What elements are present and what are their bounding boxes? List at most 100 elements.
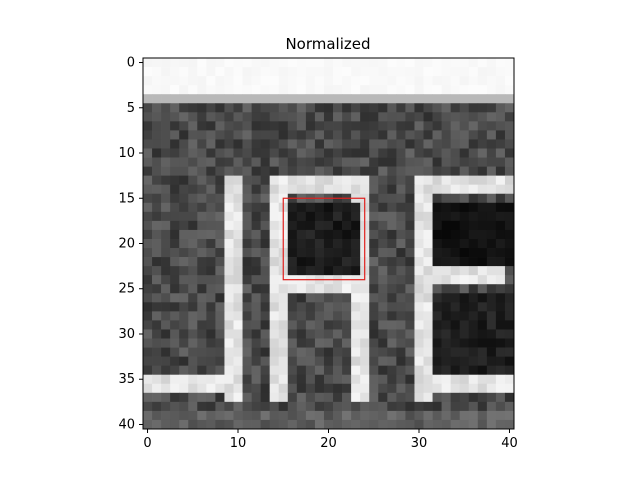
heatmap-cell: [305, 121, 316, 131]
heatmap-cell: [387, 392, 397, 403]
heatmap-cell: [450, 392, 461, 403]
heatmap-cell: [170, 193, 180, 204]
heatmap-cell: [351, 220, 361, 231]
heatmap-cell: [378, 320, 388, 330]
heatmap-cell: [206, 76, 216, 86]
heatmap-cell: [441, 202, 452, 213]
heatmap-cell: [188, 320, 198, 330]
heatmap-cell: [143, 121, 153, 131]
heatmap-cell: [188, 76, 198, 86]
heatmap-cell: [477, 275, 488, 285]
heatmap-cell: [378, 266, 388, 276]
heatmap-cell: [197, 329, 207, 339]
heatmap-cell: [152, 238, 162, 249]
heatmap-cell: [305, 338, 316, 348]
heatmap-cell: [206, 383, 216, 394]
heatmap-cell: [251, 67, 261, 77]
heatmap-cell: [179, 238, 189, 249]
heatmap-cell: [387, 229, 397, 240]
heatmap-cell: [224, 211, 234, 222]
heatmap-cell: [396, 419, 406, 430]
heatmap-cell: [170, 383, 180, 394]
heatmap-cell: [342, 67, 352, 77]
heatmap-cell: [224, 392, 234, 403]
heatmap-cell: [215, 139, 225, 149]
heatmap-cell: [233, 338, 243, 348]
heatmap-cell: [405, 284, 415, 294]
heatmap-cell: [269, 356, 280, 367]
heatmap-cell: [314, 76, 325, 86]
heatmap-cell: [251, 275, 261, 285]
heatmap-cell: [504, 401, 515, 412]
heatmap-cell: [161, 139, 171, 149]
heatmap-cell: [468, 148, 479, 158]
heatmap-cell: [215, 202, 225, 213]
heatmap-cell: [188, 220, 198, 231]
heatmap-cell: [152, 94, 162, 104]
heatmap-cell: [305, 202, 316, 213]
heatmap-cell: [143, 374, 153, 385]
heatmap-cell: [197, 76, 207, 86]
heatmap-cell: [351, 76, 361, 86]
heatmap-cell: [432, 76, 442, 86]
heatmap-cell: [477, 248, 488, 258]
heatmap-cell: [170, 410, 180, 421]
heatmap-cell: [305, 383, 316, 394]
heatmap-cell: [486, 392, 497, 403]
heatmap-cell: [314, 184, 325, 195]
heatmap-cell: [296, 157, 307, 167]
heatmap-cell: [342, 238, 352, 249]
heatmap-cell: [333, 356, 343, 367]
heatmap-cell: [152, 76, 162, 86]
heatmap-cell: [414, 284, 424, 294]
heatmap-cell: [269, 220, 280, 231]
heatmap-cell: [477, 112, 488, 122]
heatmap-cell: [459, 365, 470, 376]
heatmap-cell: [278, 302, 289, 312]
heatmap-cell: [170, 139, 180, 149]
heatmap-cell: [278, 139, 289, 149]
heatmap-cell: [215, 67, 225, 77]
heatmap-cell: [495, 85, 506, 95]
heatmap-cell: [161, 229, 171, 240]
heatmap-cell: [441, 166, 452, 176]
heatmap-cell: [323, 148, 334, 158]
heatmap-cell: [351, 184, 361, 195]
heatmap-cell: [215, 383, 225, 394]
heatmap-cell: [369, 311, 379, 321]
heatmap-cell: [314, 320, 325, 330]
heatmap-cell: [387, 302, 397, 312]
heatmap-cell: [233, 392, 243, 403]
heatmap-cell: [161, 148, 171, 158]
heatmap-cell: [432, 211, 442, 222]
heatmap-cell: [233, 302, 243, 312]
heatmap-cell: [314, 302, 325, 312]
heatmap-cell: [152, 257, 162, 267]
heatmap-cell: [441, 320, 452, 330]
heatmap-cell: [206, 356, 216, 367]
heatmap-cell: [459, 374, 470, 385]
heatmap-cell: [215, 419, 225, 430]
heatmap-cell: [323, 392, 334, 403]
heatmap-cell: [161, 121, 171, 131]
heatmap-cell: [405, 76, 415, 86]
heatmap-cell: [206, 67, 216, 77]
heatmap-cell: [161, 356, 171, 367]
heatmap-cell: [323, 166, 334, 176]
heatmap-cell: [396, 130, 406, 140]
heatmap-cell: [333, 184, 343, 195]
heatmap-cell: [242, 266, 252, 276]
heatmap-cell: [170, 166, 180, 176]
heatmap-cell: [477, 85, 488, 95]
heatmap-cell: [269, 284, 280, 294]
heatmap-cell: [179, 410, 189, 421]
heatmap-cell: [342, 356, 352, 367]
heatmap-cell: [305, 229, 316, 240]
heatmap-cell: [179, 157, 189, 167]
heatmap-cell: [387, 293, 397, 303]
heatmap-cell: [441, 329, 452, 339]
heatmap-cell: [323, 85, 334, 95]
heatmap-cell: [333, 419, 343, 430]
heatmap-cell: [450, 175, 461, 186]
heatmap-cell: [179, 311, 189, 321]
